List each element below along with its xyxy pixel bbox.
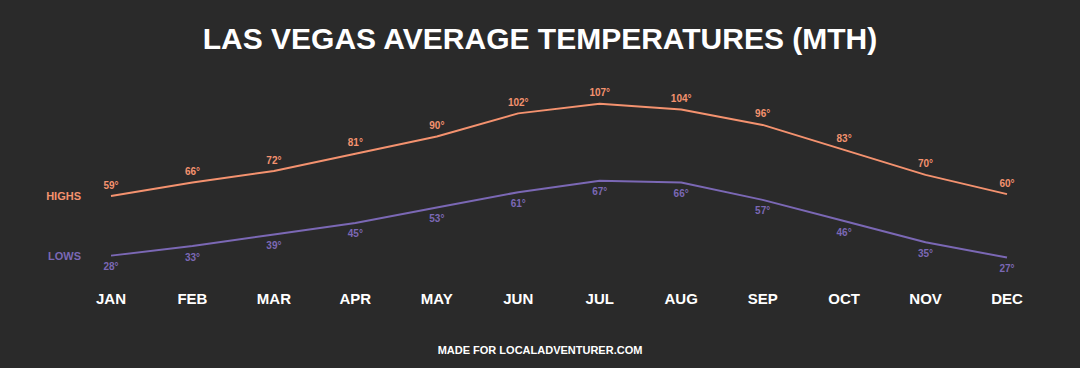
svg-text:HIGHS: HIGHS xyxy=(46,190,81,202)
svg-text:57°: 57° xyxy=(755,205,770,216)
svg-text:28°: 28° xyxy=(103,261,118,272)
svg-text:104°: 104° xyxy=(671,93,692,104)
svg-text:LOWS: LOWS xyxy=(48,250,81,262)
svg-text:90°: 90° xyxy=(429,120,444,131)
svg-text:107°: 107° xyxy=(589,87,610,98)
svg-text:JAN: JAN xyxy=(96,290,126,307)
svg-text:JUL: JUL xyxy=(586,290,614,307)
svg-text:61°: 61° xyxy=(511,198,526,209)
svg-text:60°: 60° xyxy=(999,178,1014,189)
svg-text:MAR: MAR xyxy=(257,290,291,307)
svg-text:33°: 33° xyxy=(185,252,200,263)
svg-text:66°: 66° xyxy=(185,166,200,177)
svg-text:MAY: MAY xyxy=(421,290,453,307)
svg-text:27°: 27° xyxy=(999,263,1014,274)
svg-text:35°: 35° xyxy=(918,248,933,259)
svg-text:MADE FOR LOCALADVENTURER.COM: MADE FOR LOCALADVENTURER.COM xyxy=(438,344,643,356)
svg-text:67°: 67° xyxy=(592,186,607,197)
svg-text:72°: 72° xyxy=(266,155,281,166)
svg-text:39°: 39° xyxy=(266,240,281,251)
svg-text:66°: 66° xyxy=(674,188,689,199)
svg-text:59°: 59° xyxy=(103,180,118,191)
svg-text:NOV: NOV xyxy=(909,290,942,307)
svg-text:96°: 96° xyxy=(755,108,770,119)
svg-text:OCT: OCT xyxy=(828,290,860,307)
svg-text:46°: 46° xyxy=(837,227,852,238)
svg-text:LAS VEGAS AVERAGE TEMPERATURES: LAS VEGAS AVERAGE TEMPERATURES (MTH) xyxy=(203,22,877,55)
svg-text:83°: 83° xyxy=(837,133,852,144)
svg-text:70°: 70° xyxy=(918,158,933,169)
svg-text:SEP: SEP xyxy=(748,290,778,307)
svg-text:AUG: AUG xyxy=(665,290,698,307)
svg-text:APR: APR xyxy=(340,290,372,307)
svg-text:81°: 81° xyxy=(348,137,363,148)
svg-text:102°: 102° xyxy=(508,97,529,108)
svg-text:45°: 45° xyxy=(348,228,363,239)
svg-text:DEC: DEC xyxy=(991,290,1023,307)
svg-text:FEB: FEB xyxy=(177,290,207,307)
svg-text:53°: 53° xyxy=(429,213,444,224)
svg-text:JUN: JUN xyxy=(503,290,533,307)
